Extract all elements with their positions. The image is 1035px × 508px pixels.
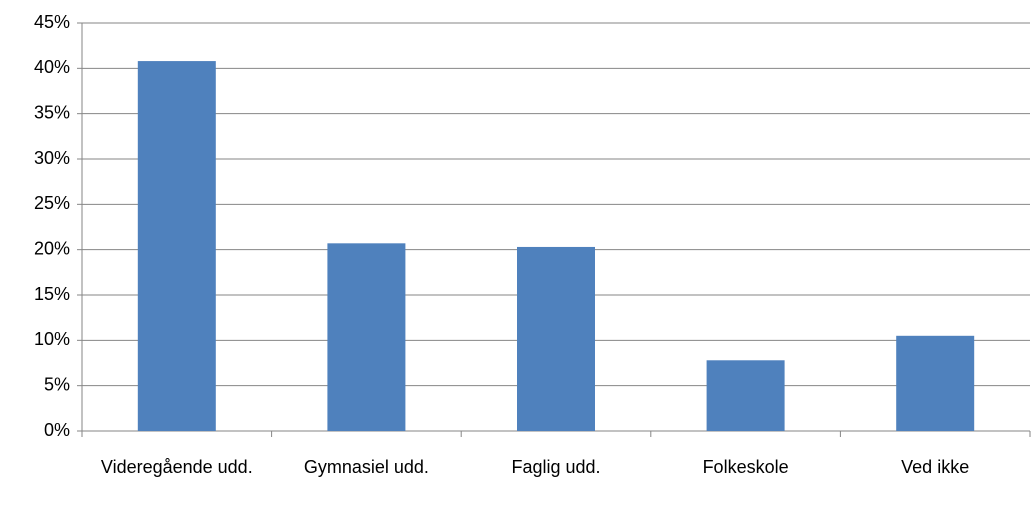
y-tick-label: 20% [34, 238, 70, 258]
x-tick-label: Gymnasiel udd. [303, 457, 429, 477]
y-tick-label: 30% [34, 148, 70, 168]
y-tick-label: 10% [34, 329, 70, 349]
bar [896, 335, 975, 431]
bar [137, 61, 216, 431]
y-tick-label: 35% [34, 102, 70, 122]
bar [327, 243, 406, 431]
x-tick-label: Videregående udd. [100, 457, 253, 477]
x-tick-label: Faglig udd. [511, 457, 601, 477]
y-tick-label: 5% [44, 374, 70, 394]
y-tick-label: 45% [34, 12, 70, 32]
x-tick-label: Folkeskole [702, 457, 789, 477]
y-tick-label: 0% [44, 420, 70, 440]
x-tick-label: Ved ikke [901, 457, 970, 477]
y-tick-label: 15% [34, 284, 70, 304]
y-tick-label: 40% [34, 57, 70, 77]
bar [706, 360, 785, 431]
y-tick-label: 25% [34, 193, 70, 213]
bar [517, 246, 595, 431]
